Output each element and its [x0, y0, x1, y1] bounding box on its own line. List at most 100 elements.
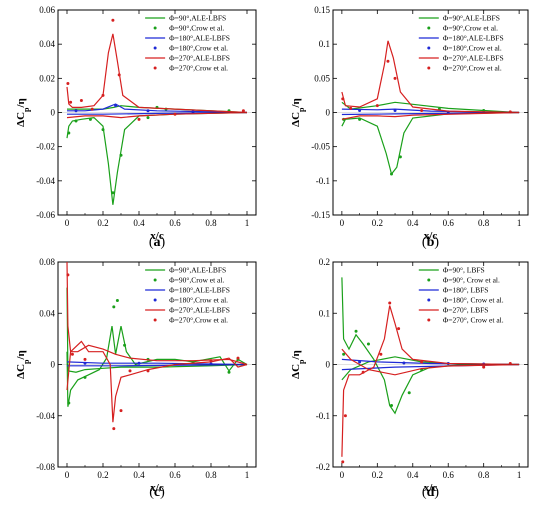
x-tick-label: 0.6 [443, 470, 455, 480]
series-point-5-7 [137, 117, 141, 121]
series-point-5-7 [209, 359, 213, 363]
series-point-1-3 [101, 128, 105, 132]
caption-letter: d [427, 485, 435, 500]
series-point-1-4 [123, 343, 127, 347]
series-point-1-1 [83, 375, 87, 379]
x-tick-label: 0.6 [443, 218, 455, 228]
y-tick-label: -0.1 [316, 176, 330, 186]
x-axis-label: x/c [150, 482, 164, 494]
series-line-4-0 [341, 40, 520, 114]
chart-panel-a: 0 0.2 0.4 0.6 0.8 1 -0.06 -0.04 -0.02 0 0.02 0.04 0.… [15, 5, 257, 250]
series-line-0-1 [341, 101, 520, 114]
series-point-5-5 [128, 369, 132, 373]
legend-entry: Φ=270°,Crow et al. [169, 316, 228, 325]
series-point-1-2 [390, 172, 393, 176]
x-tick-label: 0.8 [478, 218, 490, 228]
y-label-main: ΔC [290, 112, 302, 127]
panel-caption: (d) [422, 485, 439, 500]
series-point-1-2 [88, 117, 92, 121]
series-point-5-5 [111, 18, 115, 22]
y-tick-label: -0.04 [36, 411, 55, 421]
legend-swatch-point [427, 26, 431, 30]
caption-letter: b [427, 235, 435, 250]
x-tick-label: 0.4 [407, 218, 419, 228]
series-point-1-1 [358, 117, 362, 121]
y-label-main: ΔC [15, 364, 27, 379]
series-line-2-0 [66, 361, 248, 366]
x-tick-label: 0.4 [407, 470, 419, 480]
x-tick-label: 1 [517, 470, 522, 480]
y-tick-label: 0.02 [39, 73, 55, 83]
caption-paren-close: ) [161, 235, 166, 250]
y-tick-label: -0.02 [36, 142, 55, 152]
y-axis-label: ΔCp/η [290, 350, 306, 379]
series-line-4-0 [341, 305, 520, 457]
legend-swatch-point [153, 46, 157, 50]
x-tick-label: 0.8 [205, 470, 217, 480]
y-label-main: ΔC [290, 364, 302, 379]
legend-entry: Φ=180°,ALE-LBFS [443, 34, 504, 43]
y-tick-label: 0.2 [319, 257, 330, 267]
y-tick-label: 0.1 [319, 39, 330, 49]
series-point-5-7 [482, 365, 486, 369]
series-point-5-4 [388, 301, 392, 305]
series-line-4-0 [66, 262, 248, 423]
legend-entry: Φ=270°,ALE-LBFS [169, 54, 230, 63]
legend-swatch-point [427, 298, 431, 302]
series-point-1-2 [366, 342, 370, 346]
legend-entry: Φ=90°,Crow et al. [169, 24, 224, 33]
series-point-1-4 [407, 391, 411, 395]
series-point-5-0 [66, 81, 70, 85]
caption-letter: a [154, 235, 161, 250]
y-tick-label: 0.1 [319, 308, 330, 318]
series-line-4-1 [341, 348, 520, 376]
series-point-3-2 [209, 362, 213, 366]
legend-entry: Φ=90°, Crow et al. [443, 276, 500, 285]
y-label-rest: /η [290, 350, 302, 360]
series-line-0-0 [66, 325, 248, 407]
series-point-1-2 [112, 305, 116, 309]
x-tick-label: 0.4 [133, 470, 145, 480]
y-tick-label: 0.04 [39, 39, 55, 49]
x-axis-label: x/c [424, 482, 438, 494]
y-tick-label: -0.08 [36, 462, 55, 472]
series-point-5-1 [343, 414, 347, 418]
series-point-1-1 [354, 329, 358, 333]
y-tick-label: 0 [51, 360, 56, 370]
series-point-5-6 [146, 369, 150, 373]
caption-paren-close: ) [434, 235, 439, 250]
legend-entry: Φ=90°,ALE-LBFS [169, 14, 226, 23]
caption-paren-close: ) [434, 485, 439, 500]
y-tick-label: -0.05 [311, 142, 330, 152]
series-point-5-6 [117, 73, 121, 77]
x-tick-label: 1 [245, 218, 250, 228]
y-label-rest: /η [15, 98, 27, 108]
legend-entry: Φ=180°, LBFS [443, 286, 489, 295]
y-tick-label: -0.2 [316, 462, 330, 472]
caption-paren-open: ( [149, 485, 154, 500]
series-line-2-0 [67, 103, 248, 114]
series-point-5-2 [83, 357, 87, 361]
y-label-rest: /η [290, 98, 302, 108]
legend-entry: Φ=270°,ALE-LBFS [443, 54, 504, 63]
series-point-3-0 [83, 361, 87, 365]
series-point-5-2 [79, 99, 83, 103]
x-tick-label: 0.2 [97, 470, 108, 480]
legend-entry: Φ=180°,ALE-LBFS [169, 286, 230, 295]
series-point-5-3 [379, 352, 383, 356]
series-point-1-3 [115, 298, 119, 302]
series-point-1-7 [227, 370, 231, 374]
x-tick-label: 0.2 [97, 218, 108, 228]
x-axis-label: x/c [150, 230, 164, 242]
series-point-5-2 [375, 104, 379, 108]
y-tick-label: 0 [326, 108, 331, 118]
series-point-5-5 [397, 327, 401, 331]
y-label-subscript: p [297, 359, 306, 364]
series-point-5-1 [349, 106, 353, 110]
legend-swatch-point [153, 278, 157, 282]
x-tick-label: 0.2 [372, 218, 383, 228]
x-tick-label: 1 [517, 218, 522, 228]
series-point-1-0 [67, 401, 71, 405]
